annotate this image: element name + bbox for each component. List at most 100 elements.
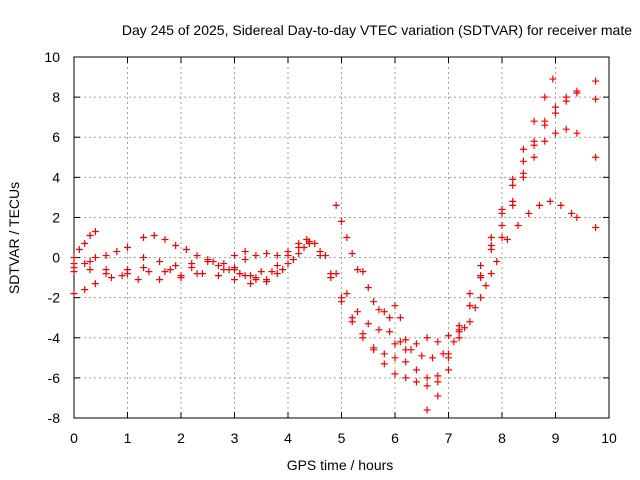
y-tick-label: 6 (52, 129, 60, 145)
data-point (359, 268, 367, 276)
data-point (487, 270, 495, 278)
x-tick-label: 8 (498, 430, 506, 446)
data-point (434, 378, 442, 386)
data-point (412, 340, 420, 348)
data-point (279, 266, 287, 274)
data-point (198, 270, 206, 278)
data-point (487, 242, 495, 250)
data-point (134, 276, 142, 284)
data-point (86, 258, 94, 266)
data-point (546, 197, 554, 205)
data-point (150, 231, 158, 239)
data-point (177, 274, 185, 282)
x-tick-label: 9 (552, 430, 560, 446)
y-axis-title: SDTVAR / TECUs (6, 182, 22, 294)
data-point (284, 260, 292, 268)
data-point (273, 252, 281, 260)
data-point (214, 262, 222, 270)
data-point (530, 117, 538, 125)
data-point (423, 382, 431, 390)
data-point (402, 358, 410, 366)
data-point (231, 264, 238, 272)
data-point (455, 328, 463, 336)
data-point (241, 272, 249, 280)
data-point (380, 350, 388, 358)
data-point (428, 354, 436, 362)
data-point (220, 260, 228, 268)
series-10 (423, 75, 557, 414)
data-point (466, 302, 474, 310)
data-point (343, 234, 351, 241)
data-point (530, 153, 538, 161)
y-tick-label: -4 (48, 330, 61, 346)
data-point (332, 201, 340, 209)
data-point (284, 248, 292, 256)
data-point (434, 338, 442, 346)
data-point (455, 334, 463, 342)
data-point (70, 254, 78, 262)
data-point (514, 221, 522, 229)
data-point (386, 314, 394, 322)
data-point (102, 252, 110, 260)
series-11 (391, 89, 581, 354)
y-tick-label: 4 (52, 169, 60, 185)
data-point (573, 89, 581, 97)
data-point (552, 109, 559, 117)
series-13 (592, 77, 600, 231)
data-point (231, 276, 238, 284)
data-point (81, 286, 89, 294)
data-point (182, 246, 190, 254)
data-point (273, 262, 281, 270)
data-point (81, 240, 89, 248)
data-point (91, 280, 99, 288)
data-point (498, 234, 506, 241)
data-point (204, 256, 212, 264)
data-point (562, 125, 570, 133)
data-point (140, 254, 148, 262)
data-point (370, 346, 378, 354)
data-point (466, 318, 474, 326)
data-point (402, 374, 410, 382)
data-point (338, 294, 345, 302)
data-point (557, 201, 565, 209)
data-point (102, 266, 110, 274)
data-point (402, 346, 410, 354)
series-6 (140, 254, 281, 286)
data-point (380, 360, 388, 368)
data-point (172, 262, 180, 270)
data-point (252, 252, 260, 260)
data-point (487, 234, 495, 241)
data-point (364, 320, 372, 328)
data-point (91, 254, 99, 262)
data-point (193, 252, 201, 260)
data-point (493, 258, 501, 266)
data-point (375, 326, 383, 334)
chart-title: Day 245 of 2025, Sidereal Day-to-day VTE… (122, 22, 632, 38)
data-point (471, 304, 479, 312)
data-point (289, 256, 297, 264)
data-point (70, 290, 78, 298)
y-tick-label: -8 (48, 410, 61, 426)
data-point (343, 290, 351, 298)
data-point (113, 248, 121, 256)
data-point (140, 234, 148, 241)
data-point (386, 328, 394, 336)
data-point (592, 153, 600, 161)
x-tick-label: 10 (601, 430, 617, 446)
data-point (412, 366, 420, 374)
y-tick-label: -6 (48, 370, 61, 386)
data-point (380, 308, 388, 316)
data-point (364, 284, 372, 292)
data-point (107, 274, 115, 282)
y-tick-label: 0 (52, 250, 60, 266)
data-point (81, 260, 89, 268)
data-point (391, 302, 399, 310)
data-point (327, 270, 335, 278)
data-point (391, 340, 399, 348)
data-point (86, 231, 94, 239)
data-point (166, 266, 174, 274)
data-point (172, 242, 180, 250)
data-point (509, 181, 517, 189)
data-point (592, 95, 600, 103)
data-point (396, 314, 404, 322)
